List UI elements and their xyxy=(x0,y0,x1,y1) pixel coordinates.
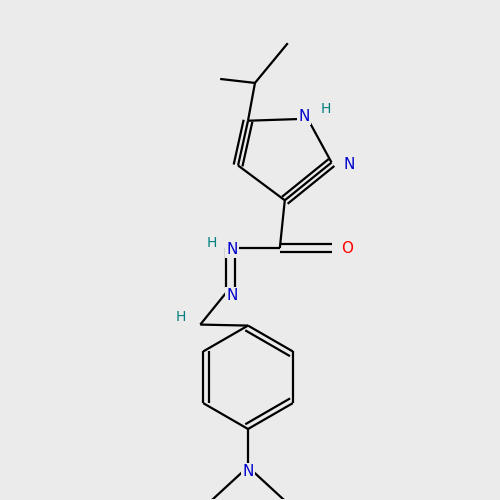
Text: H: H xyxy=(175,310,186,324)
Text: O: O xyxy=(342,240,353,256)
Text: N: N xyxy=(226,242,238,256)
Text: H: H xyxy=(320,102,331,116)
Text: N: N xyxy=(298,109,310,124)
Text: N: N xyxy=(242,464,254,479)
Text: N: N xyxy=(226,288,238,303)
Text: N: N xyxy=(344,157,355,172)
Text: H: H xyxy=(207,236,218,250)
